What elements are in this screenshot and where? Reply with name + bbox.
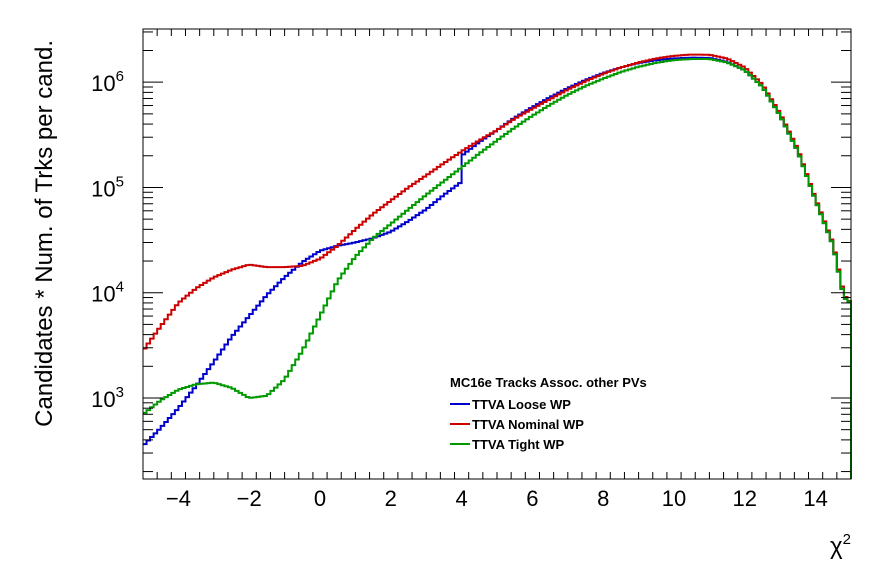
y-tick-label: 104 — [91, 279, 124, 307]
legend-label-2: TTVA Tight WP — [472, 437, 565, 452]
legend: MC16e Tracks Assoc. other PVs TTVA Loose … — [450, 375, 647, 452]
series-layer — [143, 53, 852, 479]
y-tick-label: 105 — [91, 173, 124, 201]
x-axis: −4 −2 0 2 4 6 8 10 12 14 — [142, 29, 852, 511]
x-axis-title: χ2 — [830, 531, 851, 560]
x-tick-label: 4 — [455, 486, 467, 511]
legend-title: MC16e Tracks Assoc. other PVs — [450, 375, 647, 390]
y-tick-label: 106 — [91, 68, 124, 96]
x-tick-label: 10 — [662, 486, 686, 511]
x-tick-label: 8 — [597, 486, 609, 511]
x-tick-label: 12 — [733, 486, 757, 511]
legend-label-1: TTVA Nominal WP — [472, 417, 584, 432]
x-tick-label: 14 — [803, 486, 827, 511]
y-axis: 103 104 105 106 — [91, 31, 851, 473]
x-tick-label: 6 — [526, 486, 538, 511]
y-tick-label: 103 — [91, 384, 124, 412]
series-line-2 — [143, 58, 852, 479]
x-tick-label: 0 — [314, 486, 326, 511]
legend-label-0: TTVA Loose WP — [472, 397, 571, 412]
x-tick-label: −4 — [166, 486, 191, 511]
x-tick-label: −2 — [237, 486, 262, 511]
y-axis-title: Candidates * Num. of Trks per cand. — [31, 40, 58, 427]
x-tick-label: 2 — [385, 486, 397, 511]
series-line-1 — [143, 53, 852, 479]
